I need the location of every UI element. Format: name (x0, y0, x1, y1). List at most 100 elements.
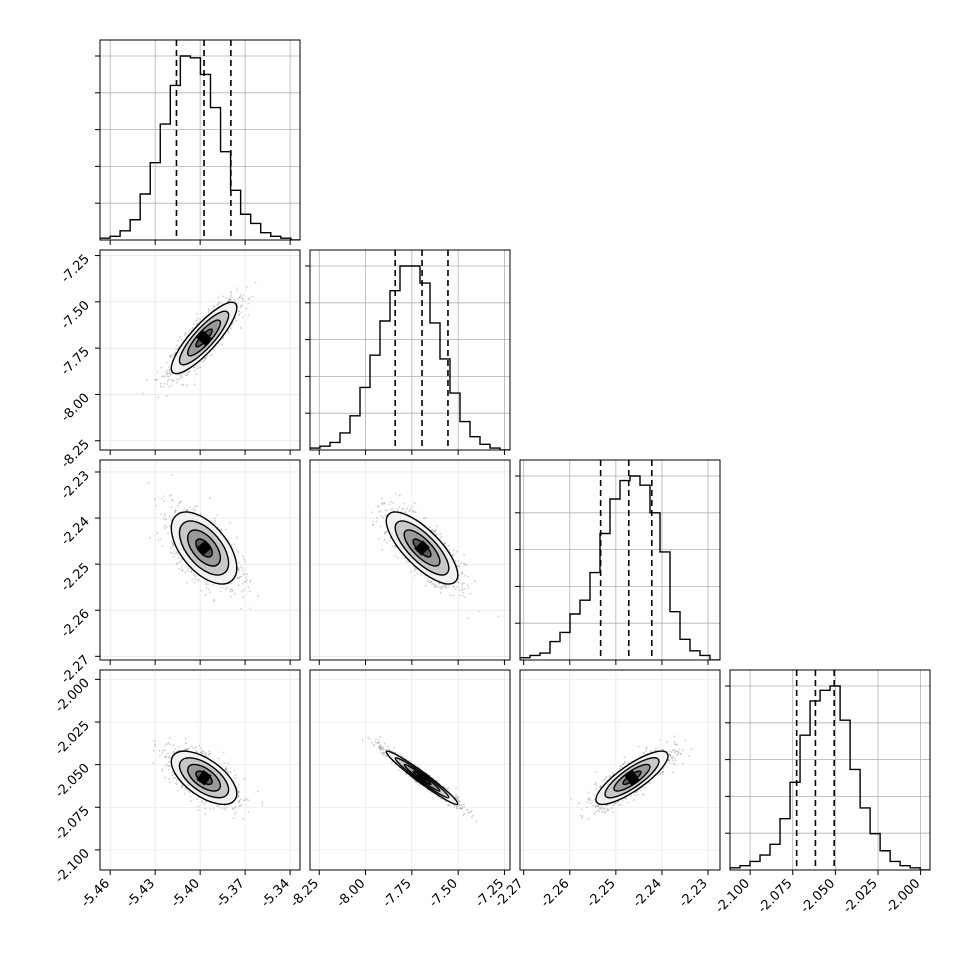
sample-point (420, 574, 423, 576)
sample-point (163, 525, 166, 528)
sample-point (237, 567, 240, 570)
sample-point (466, 617, 469, 620)
sample-point (184, 571, 187, 574)
sample-point (248, 298, 250, 301)
sample-point (170, 546, 172, 549)
sample-point (448, 585, 450, 588)
sample-point (440, 586, 443, 589)
sample-point (170, 384, 173, 387)
sample-point (383, 539, 386, 542)
sample-point (156, 396, 159, 399)
sample-point (409, 508, 412, 511)
sample-point (237, 577, 239, 580)
sample-point (171, 542, 174, 545)
sample-point (169, 356, 172, 359)
sample-point (439, 592, 442, 594)
sample-point (205, 583, 208, 586)
sample-point (209, 496, 211, 499)
sample-point (179, 560, 181, 563)
sample-point (383, 502, 386, 505)
sample-point (426, 577, 429, 580)
sample-point (238, 310, 240, 313)
sample-point (394, 546, 396, 549)
sample-point (445, 585, 447, 587)
sample-point (478, 610, 480, 613)
sample-point (177, 373, 180, 376)
sample-point (435, 529, 437, 532)
sample-point (433, 530, 436, 532)
sample-point (196, 322, 199, 325)
sample-point (184, 332, 186, 334)
sample-point (230, 294, 233, 297)
sample-point (409, 570, 412, 573)
sample-point (239, 293, 242, 296)
sample-point (385, 530, 388, 533)
sample-point (237, 549, 240, 552)
y-tick-label: -7.25 (58, 252, 92, 286)
sample-point (195, 505, 198, 508)
sample-point (194, 509, 197, 512)
sample-point (170, 474, 173, 476)
sample-point (228, 298, 231, 301)
sample-point (402, 508, 404, 511)
sample-point (185, 509, 188, 511)
sample-point (181, 569, 183, 572)
sample-point (205, 357, 208, 360)
sample-point (183, 334, 186, 337)
sample-point (228, 587, 231, 590)
sample-point (175, 551, 178, 553)
sample-point (172, 752, 175, 755)
sample-point (196, 798, 199, 801)
sample-point (167, 768, 170, 771)
sample-point (379, 510, 382, 513)
sample-point (241, 297, 244, 300)
y-tick-label: -2.26 (58, 606, 92, 640)
sample-point (213, 519, 216, 522)
sample-point (175, 509, 177, 512)
sample-point (201, 749, 204, 752)
sample-point (239, 575, 242, 578)
sample-point (392, 502, 395, 504)
sample-point (464, 587, 467, 590)
sample-point (261, 801, 264, 804)
sample-point (158, 754, 161, 757)
sample-point (440, 587, 443, 590)
sample-point (428, 580, 431, 583)
sample-point (458, 565, 461, 568)
sample-point (225, 586, 228, 589)
sample-point (199, 751, 202, 754)
sample-point (414, 511, 417, 513)
sample-point (413, 502, 416, 505)
sample-point (193, 574, 196, 576)
sample-point (399, 551, 401, 554)
sample-point (461, 585, 464, 588)
sample-point (207, 310, 210, 313)
sample-point (237, 297, 240, 300)
sample-point (212, 584, 215, 586)
sample-point (225, 588, 228, 591)
sample-point (245, 576, 248, 579)
sample-point (257, 594, 259, 597)
sample-point (177, 746, 180, 748)
sample-point (466, 584, 469, 587)
sample-point (181, 558, 184, 561)
sample-point (461, 587, 464, 590)
sample-point (379, 525, 382, 528)
sample-point (175, 563, 178, 565)
sample-point (168, 385, 170, 388)
sample-point (180, 384, 183, 387)
sample-point (457, 560, 460, 563)
sample-point (457, 565, 460, 568)
sample-point (218, 302, 221, 304)
sample-point (189, 571, 192, 573)
sample-point (220, 528, 223, 531)
sample-point (229, 590, 232, 593)
sample-point (411, 509, 414, 512)
sample-point (172, 552, 175, 555)
sample-point (233, 769, 236, 772)
sample-point (211, 353, 214, 356)
sample-point (175, 381, 178, 384)
sample-point (179, 501, 182, 504)
sample-point (457, 578, 460, 580)
